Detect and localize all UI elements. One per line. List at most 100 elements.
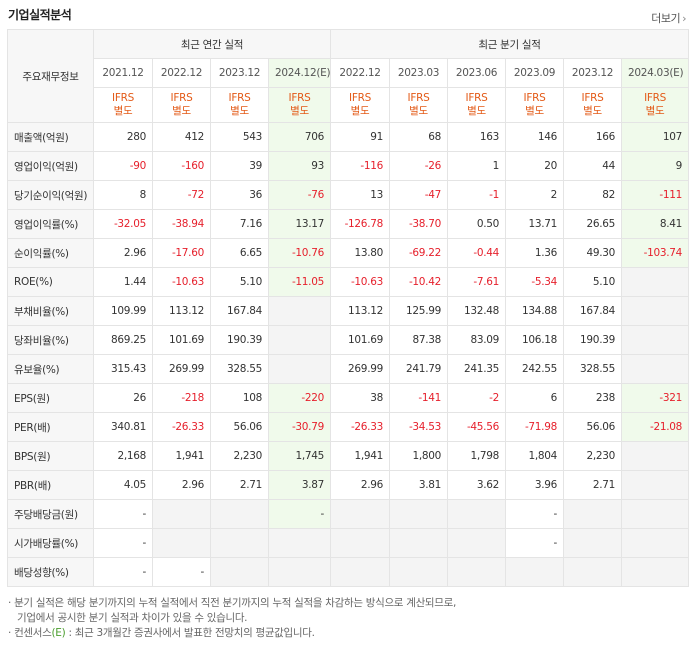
- period-header: 2023.06: [447, 58, 506, 88]
- row-label: 유보율(%): [7, 354, 94, 384]
- value-cell: [620, 557, 690, 587]
- value-cell: 0.50: [447, 209, 506, 239]
- value-cell: 83.09: [447, 325, 506, 355]
- value-cell: -11.05: [268, 267, 331, 297]
- value-cell: [563, 557, 622, 587]
- value-cell: -47: [389, 180, 448, 210]
- value-cell: [389, 557, 448, 587]
- value-cell: -72: [152, 180, 211, 210]
- estimate-tag: (E): [51, 627, 66, 639]
- value-cell: 2,230: [210, 441, 269, 471]
- value-cell: 56.06: [563, 412, 622, 442]
- table-row: EPS(원) 26 -218 108 -220 38 -141 -2 6 238 -321: [7, 383, 690, 413]
- value-cell: 241.79: [389, 354, 448, 384]
- value-cell: -160: [152, 151, 211, 181]
- value-cell: -7.61: [447, 267, 506, 297]
- value-cell: 134.88: [505, 296, 564, 326]
- value-cell: 13.71: [505, 209, 564, 239]
- period-header: 2023.12: [563, 58, 622, 88]
- separate-label: 별도: [290, 105, 309, 117]
- value-cell: -26.33: [330, 412, 390, 442]
- value-cell: -17.60: [152, 238, 211, 268]
- separate-label: 별도: [409, 105, 428, 117]
- value-cell: 163: [447, 122, 506, 152]
- value-cell: -: [93, 557, 153, 587]
- period-header: 2021.12: [93, 58, 153, 88]
- value-cell: [620, 296, 690, 326]
- value-cell: [268, 528, 331, 558]
- accounting-standard: IFRS 별도: [210, 87, 269, 123]
- separate-label: 별도: [172, 105, 191, 117]
- row-label: 영업이익(억원): [7, 151, 94, 181]
- row-label: 부채비율(%): [7, 296, 94, 326]
- accounting-standard: IFRS 별도: [505, 87, 564, 123]
- table-row: BPS(원) 2,168 1,941 2,230 1,745 1,941 1,800 1,79…: [7, 441, 690, 471]
- table-row: 당기순이익(억원) 8 -72 36 -76 13 -47 -1 2 82 -111: [7, 180, 690, 210]
- more-link[interactable]: 더보기 ›: [651, 10, 686, 26]
- row-label: 배당성향(%): [7, 557, 94, 587]
- table-row: 순이익률(%) 2.96 -17.60 6.65 -10.76 13.80 -69.22 -0…: [7, 238, 690, 268]
- ifrs-label: IFRS: [523, 92, 546, 104]
- value-cell: 44: [563, 151, 622, 181]
- value-cell: -: [505, 499, 564, 529]
- row-label: PER(배): [7, 412, 94, 442]
- value-cell: 340.81: [93, 412, 153, 442]
- value-cell: 3.87: [268, 470, 331, 500]
- value-cell: 190.39: [210, 325, 269, 355]
- value-cell: 13: [330, 180, 390, 210]
- value-cell: 2.96: [330, 470, 390, 500]
- value-cell: [268, 296, 331, 326]
- period-header: 2024.12(E): [268, 58, 331, 88]
- value-cell: 7.16: [210, 209, 269, 239]
- value-cell: [152, 499, 211, 529]
- separate-label: 별도: [230, 105, 249, 117]
- value-cell: 543: [210, 122, 269, 152]
- row-label: 순이익률(%): [7, 238, 94, 268]
- value-cell: -141: [389, 383, 448, 413]
- value-cell: 167.84: [563, 296, 622, 326]
- ifrs-label: IFRS: [407, 92, 430, 104]
- accounting-standard: IFRS 별도: [93, 87, 153, 123]
- note-quarterly: · 분기 실적은 해당 분기까지의 누적 실적에서 직전 분기까지의 누적 실적…: [8, 597, 457, 609]
- value-cell: 101.69: [152, 325, 211, 355]
- ifrs-label: IFRS: [288, 92, 311, 104]
- row-label: ROE(%): [7, 267, 94, 297]
- value-cell: [620, 470, 690, 500]
- value-cell: 1,941: [152, 441, 211, 471]
- accounting-standard: IFRS 별도: [389, 87, 448, 123]
- value-cell: [620, 499, 690, 529]
- value-cell: 190.39: [563, 325, 622, 355]
- value-cell: 412: [152, 122, 211, 152]
- period-header: 2024.03(E): [620, 58, 690, 88]
- quarter-header: 최근 분기 실적: [329, 29, 690, 59]
- value-cell: 93: [268, 151, 331, 181]
- note-consensus: · 컨센서스(E) : 최근 3개월간 증권사에서 발표한 전망치의 평균값입니…: [8, 626, 456, 641]
- value-cell: [620, 354, 690, 384]
- value-cell: [505, 557, 564, 587]
- value-cell: -34.53: [389, 412, 448, 442]
- value-cell: -: [505, 528, 564, 558]
- value-cell: -116: [330, 151, 390, 181]
- value-cell: 269.99: [330, 354, 390, 384]
- value-cell: 2,168: [93, 441, 153, 471]
- value-cell: 328.55: [563, 354, 622, 384]
- value-cell: 82: [563, 180, 622, 210]
- value-cell: 13.80: [330, 238, 390, 268]
- row-label: 당기순이익(억원): [7, 180, 94, 210]
- value-cell: -69.22: [389, 238, 448, 268]
- value-cell: -21.08: [620, 412, 690, 442]
- value-cell: 38: [330, 383, 390, 413]
- value-cell: 3.96: [505, 470, 564, 500]
- value-cell: -90: [93, 151, 153, 181]
- ifrs-label: IFRS: [112, 92, 134, 104]
- table-row: 부채비율(%) 109.99 113.12 167.84 113.12 125.99 132…: [7, 296, 690, 326]
- value-cell: 26.65: [563, 209, 622, 239]
- value-cell: [268, 354, 331, 384]
- accounting-standard: IFRS 별도: [268, 87, 331, 123]
- value-cell: 125.99: [389, 296, 448, 326]
- row-label: 영업이익률(%): [7, 209, 94, 239]
- value-cell: [447, 557, 506, 587]
- value-cell: 8: [93, 180, 153, 210]
- period-header: 2023.09: [505, 58, 564, 88]
